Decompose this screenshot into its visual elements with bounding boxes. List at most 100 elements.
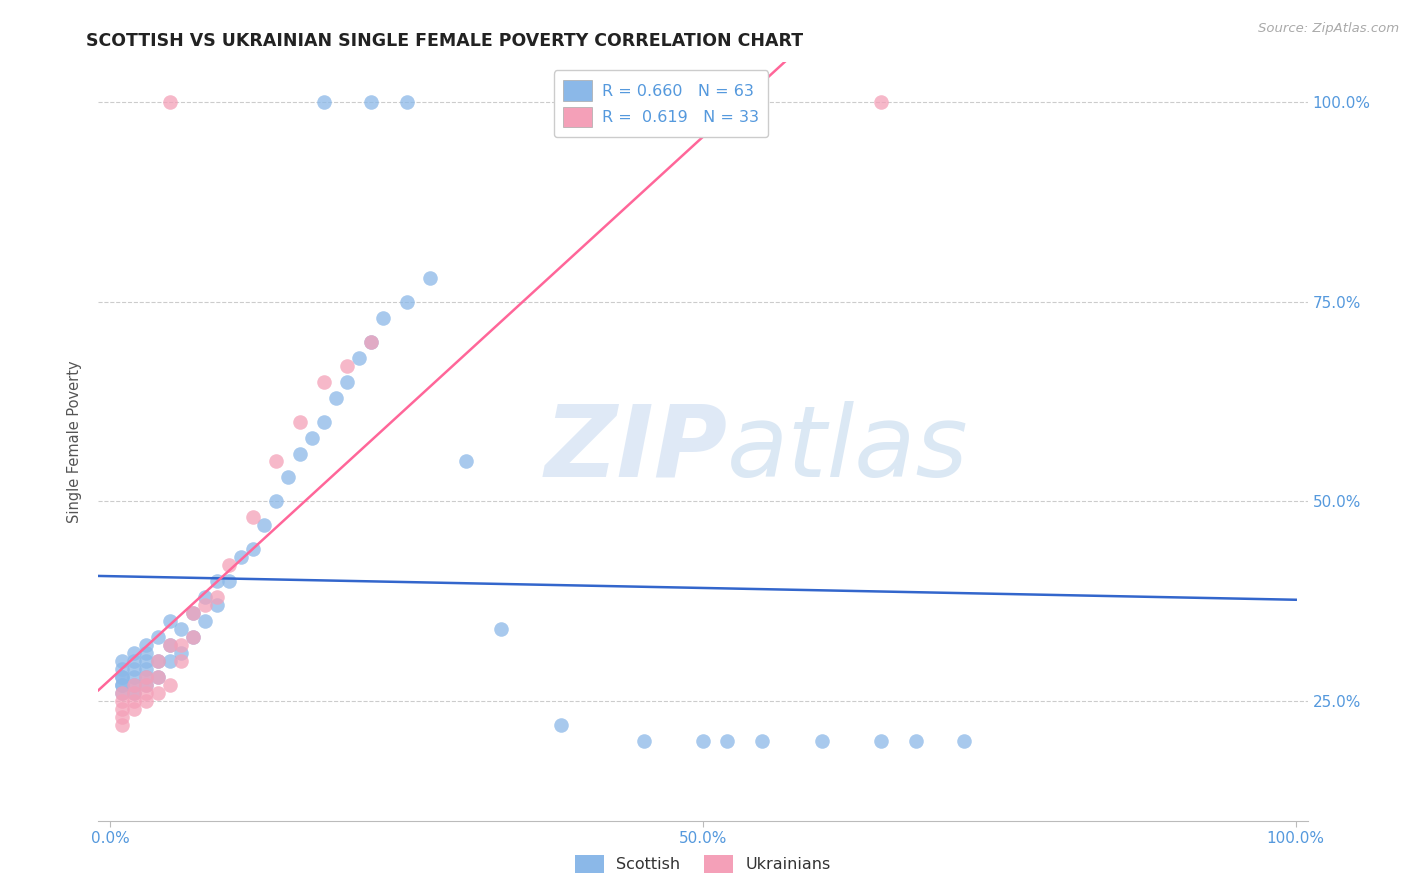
Point [371,310,394,325]
Point [122,686,145,700]
Point [869,734,891,748]
Point [229,550,252,565]
Point [242,542,264,557]
Point [288,446,311,460]
Point [312,95,335,110]
Point [135,670,157,684]
Point [194,614,217,628]
Point [419,271,441,285]
Point [146,630,169,644]
Point [135,694,157,708]
Point [395,294,418,309]
Point [135,646,157,660]
Point [111,686,134,700]
Text: SCOTTISH VS UKRAINIAN SINGLE FEMALE POVERTY CORRELATION CHART: SCOTTISH VS UKRAINIAN SINGLE FEMALE POVE… [86,32,803,50]
Point [111,678,134,692]
Point [347,351,370,365]
Point [360,334,382,349]
Point [111,662,134,676]
Point [181,630,204,644]
Point [181,630,204,644]
Point [264,454,287,468]
Point [205,598,228,612]
Point [111,678,134,692]
Point [122,686,145,700]
Point [869,95,891,110]
Point [205,574,228,589]
Point [952,734,974,748]
Point [122,670,145,684]
Point [491,622,513,636]
Point [111,686,134,700]
Point [159,678,181,692]
Point [135,654,157,668]
Point [395,95,418,110]
Point [253,518,276,533]
Point [633,734,655,748]
Point [905,734,928,748]
Point [135,662,157,676]
Point [312,375,335,389]
Point [810,734,832,748]
Point [111,710,134,724]
Point [146,670,169,684]
Point [751,734,773,748]
Legend: Scottish, Ukrainians: Scottish, Ukrainians [568,848,838,880]
Point [159,638,181,652]
Point [135,686,157,700]
Y-axis label: Single Female Poverty: Single Female Poverty [67,360,83,523]
Point [122,678,145,692]
Text: Source: ZipAtlas.com: Source: ZipAtlas.com [1258,22,1399,36]
Point [242,510,264,524]
Point [716,734,738,748]
Point [264,494,287,508]
Point [170,646,193,660]
Point [159,614,181,628]
Point [122,662,145,676]
Point [111,670,134,684]
Point [277,470,299,484]
Point [146,654,169,668]
Point [146,654,169,668]
Point [218,558,240,573]
Legend: R = 0.660   N = 63, R =  0.619   N = 33: R = 0.660 N = 63, R = 0.619 N = 33 [554,70,768,137]
Point [336,359,359,373]
Point [194,598,217,612]
Point [288,415,311,429]
Point [360,334,382,349]
Point [205,590,228,604]
Point [312,415,335,429]
Point [159,638,181,652]
Point [181,606,204,620]
Point [135,638,157,652]
Point [122,678,145,692]
Point [181,606,204,620]
Point [170,622,193,636]
Point [325,391,347,405]
Point [159,654,181,668]
Point [170,638,193,652]
Point [111,654,134,668]
Point [122,694,145,708]
Point [550,718,572,732]
Point [194,590,217,604]
Text: ZIP: ZIP [544,401,727,498]
Point [218,574,240,589]
Point [360,95,382,110]
Point [111,670,134,684]
Point [111,718,134,732]
Point [301,431,323,445]
Point [122,646,145,660]
Point [111,702,134,716]
Point [146,686,169,700]
Point [122,654,145,668]
Point [336,375,359,389]
Point [111,694,134,708]
Point [135,678,157,692]
Point [692,734,714,748]
Point [135,670,157,684]
Point [454,454,477,468]
Point [170,654,193,668]
Point [146,670,169,684]
Point [135,678,157,692]
